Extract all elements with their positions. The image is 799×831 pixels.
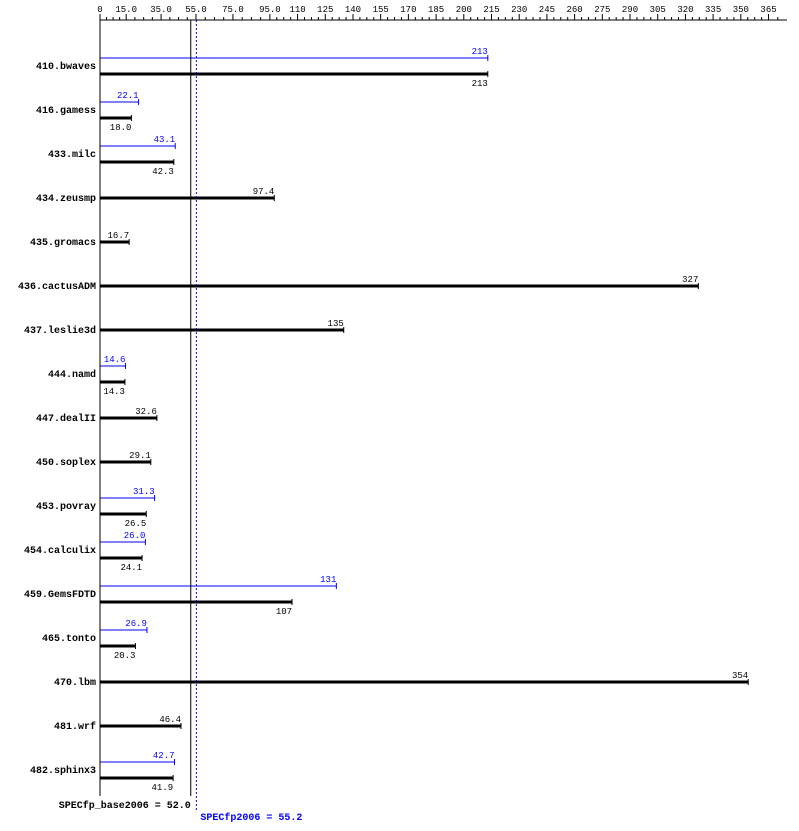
benchmark-value: 135 — [328, 319, 344, 329]
axis-tick-label: 365 — [760, 5, 776, 15]
benchmark-label: 434.zeusmp — [36, 194, 96, 205]
chart-svg: 0 15.0 35.0 55.0 75.0 95.0 110 125 140 155 170 185 2… — [0, 0, 799, 831]
benchmark-value: 213 — [472, 79, 488, 89]
baseline-label: SPECfp_base2006 = 52.0 — [59, 800, 191, 812]
spec-benchmark-chart: 0 15.0 35.0 55.0 75.0 95.0 110 125 140 155 170 185 2… — [0, 0, 799, 831]
axis-tick-label: 350 — [733, 5, 749, 15]
benchmark-value: 14.3 — [103, 387, 125, 397]
benchmark-value: 32.6 — [135, 407, 157, 417]
axis-tick-label: 55.0 — [185, 5, 207, 15]
benchmark-label: 481.wrf — [54, 721, 96, 733]
benchmark-value: 20.3 — [114, 651, 136, 661]
axis-tick-label: 335 — [705, 5, 721, 15]
benchmark-label: 465.tonto — [42, 634, 96, 645]
benchmark-label: 454.calculix — [24, 545, 96, 557]
benchmark-label: 436.cactusADM — [18, 282, 96, 293]
benchmark-value: 46.4 — [159, 715, 181, 725]
benchmark-value: 26.9 — [125, 619, 147, 629]
axis-tick-label: 245 — [539, 5, 555, 15]
axis-tick-label: 215 — [483, 5, 499, 15]
axis-tick-label: 260 — [567, 5, 583, 15]
benchmark-value: 107 — [276, 607, 292, 617]
benchmark-label: 410.bwaves — [36, 61, 96, 73]
benchmark-value: 43.1 — [154, 135, 176, 145]
benchmark-value: 22.1 — [117, 91, 139, 101]
axis-tick-label: 140 — [345, 5, 361, 15]
axis-tick-label: 155 — [373, 5, 389, 15]
benchmark-label: 433.milc — [48, 149, 96, 161]
axis-tick-label: 110 — [289, 5, 305, 15]
axis-tick-label: 75.0 — [222, 5, 244, 15]
benchmark-label: 470.lbm — [54, 677, 96, 689]
benchmark-label: 416.gamess — [36, 106, 96, 117]
benchmark-value: 42.7 — [153, 751, 175, 761]
benchmark-value: 41.9 — [152, 783, 174, 793]
benchmark-label: 450.soplex — [36, 457, 96, 469]
axis-tick-label: 230 — [511, 5, 527, 15]
benchmark-value: 97.4 — [253, 187, 275, 197]
axis-tick-label: 320 — [677, 5, 693, 15]
axis-tick-label: 200 — [456, 5, 472, 15]
axis-tick-label: 185 — [428, 5, 444, 15]
benchmark-label: 437.leslie3d — [24, 325, 96, 337]
benchmark-label: 435.gromacs — [30, 238, 96, 249]
axis-tick-label: 35.0 — [150, 5, 172, 15]
benchmark-label: 447.dealII — [36, 413, 96, 425]
axis-tick-label: 305 — [650, 5, 666, 15]
axis-tick-label: 275 — [594, 5, 610, 15]
benchmark-label: 459.GemsFDTD — [24, 590, 96, 601]
benchmark-value: 354 — [732, 671, 748, 681]
axis-tick-label: 290 — [622, 5, 638, 15]
peak-label: SPECfp2006 = 55.2 — [200, 812, 302, 824]
benchmark-value: 18.0 — [110, 123, 132, 133]
benchmark-value: 29.1 — [129, 451, 151, 461]
benchmark-value: 31.3 — [133, 487, 155, 497]
benchmark-value: 24.1 — [120, 563, 142, 573]
axis-tick-label: 125 — [317, 5, 333, 15]
benchmark-value: 213 — [472, 47, 488, 57]
benchmark-value: 26.5 — [125, 519, 147, 529]
benchmark-value: 327 — [682, 275, 698, 285]
benchmark-value: 14.6 — [104, 355, 126, 365]
benchmark-value: 131 — [320, 575, 336, 585]
benchmark-label: 444.namd — [48, 369, 96, 381]
axis-tick-label: 15.0 — [115, 5, 137, 15]
benchmark-value: 26.0 — [124, 531, 146, 541]
axis-tick-label: 95.0 — [259, 5, 281, 15]
benchmark-label: 482.sphinx3 — [30, 765, 96, 777]
benchmark-value: 16.7 — [108, 231, 130, 241]
benchmark-value: 42.3 — [152, 167, 174, 177]
axis-tick-label: 170 — [400, 5, 416, 15]
benchmark-label: 453.povray — [36, 502, 96, 513]
axis-tick-label: 0 — [97, 5, 102, 15]
